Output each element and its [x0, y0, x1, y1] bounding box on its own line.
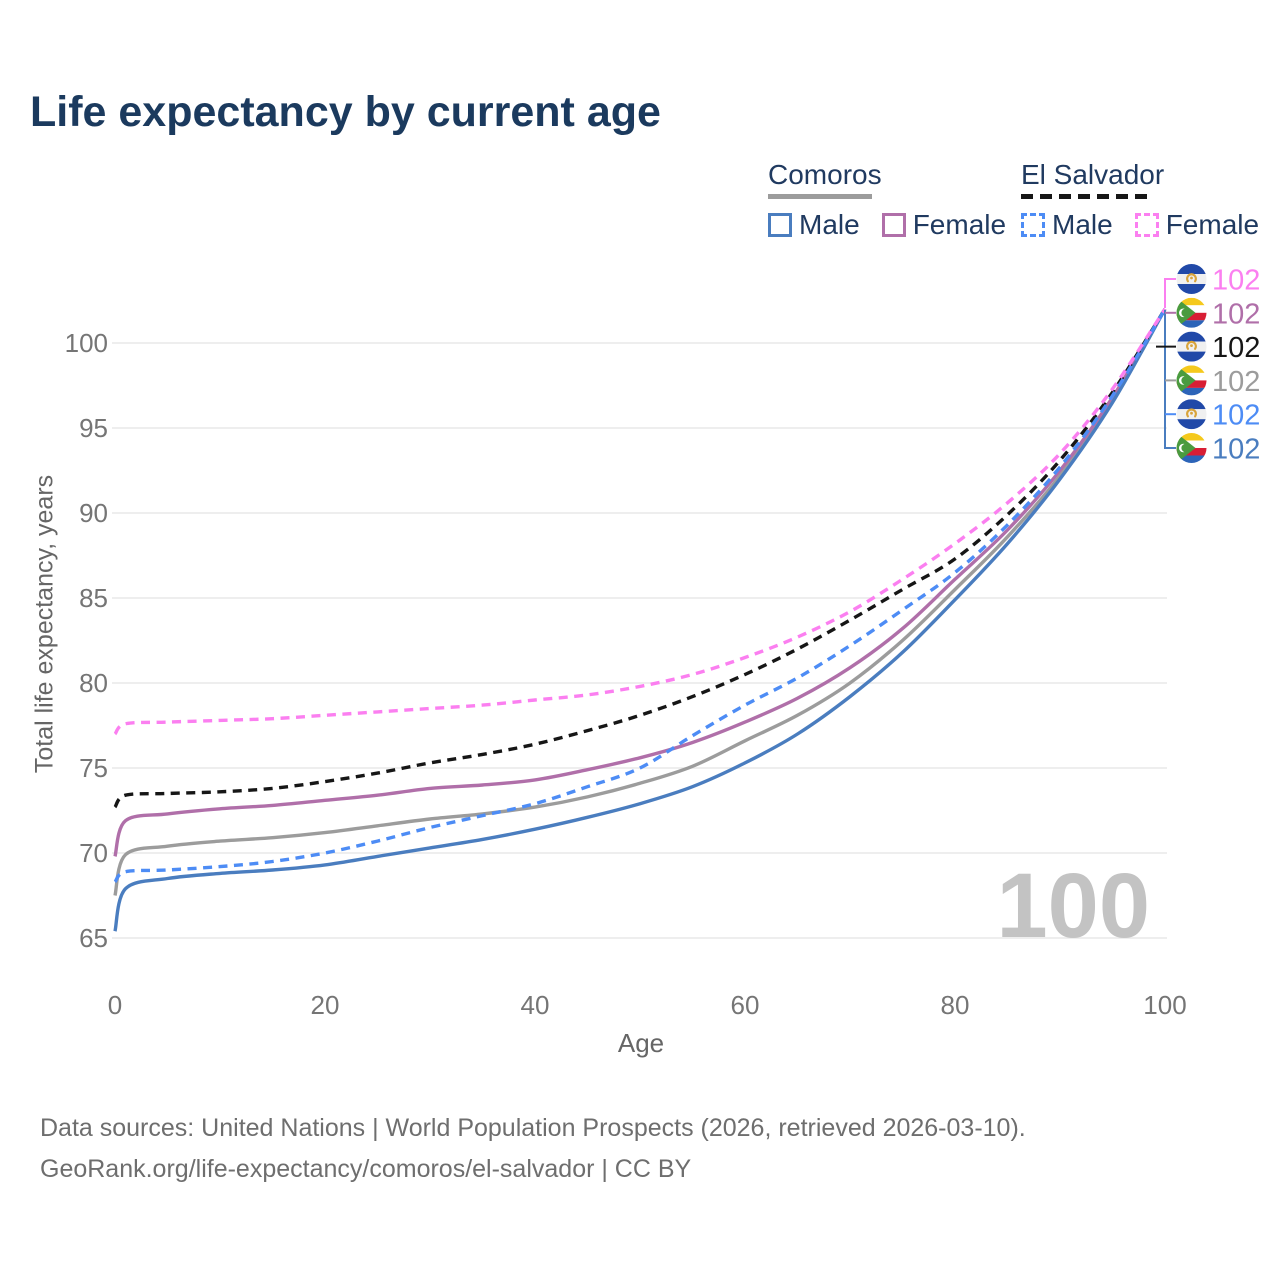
comoros-flag-icon: [1176, 297, 1207, 328]
el-salvador-female-label[interactable]: Female: [1165, 209, 1260, 240]
crescent-inner: [1181, 308, 1190, 318]
stripe-red: [1176, 448, 1207, 456]
legend-comoros-title[interactable]: Comoros: [768, 159, 882, 190]
emblem-wreath: [1186, 273, 1197, 283]
series-line-comoros-male[interactable]: [113, 308, 1167, 932]
el-salvador-male-label[interactable]: Male: [1052, 209, 1113, 240]
comoros-male-label[interactable]: Male: [799, 209, 860, 240]
flag-art: [1176, 365, 1207, 396]
end-value-label-comoros-female: 102: [1212, 298, 1260, 330]
el-salvador-female-swatch[interactable]: [1134, 213, 1159, 237]
comoros-male-swatch[interactable]: [768, 213, 792, 237]
emblem-center: [1190, 411, 1193, 415]
stripe-red: [1176, 312, 1207, 321]
stripe-white: [1176, 440, 1207, 448]
y-tick-95: 95: [79, 413, 108, 443]
flag-art: [1176, 399, 1207, 430]
stripe-white: [1176, 305, 1207, 313]
series-line-el-salvador-male[interactable]: [113, 308, 1167, 884]
stripe-blue: [1176, 387, 1207, 396]
stripe-red: [1176, 380, 1207, 388]
flag-art: [1176, 297, 1207, 328]
label-leader-line: [1164, 278, 1176, 308]
stripe-yellow: [1176, 433, 1207, 441]
emblem-center: [1190, 344, 1193, 347]
legend-group-el-salvador: El Salvador Male Female: [1021, 160, 1280, 241]
flag-art: [1176, 331, 1207, 362]
data-sources-line: Data sources: United Nations | World Pop…: [40, 1114, 1026, 1142]
end-value-label-comoros-male: 102: [1212, 434, 1260, 466]
stripe-white: [1176, 372, 1207, 381]
crescent-inner: [1181, 443, 1190, 453]
series-line-comoros-total[interactable]: [113, 308, 1167, 896]
flag-art: [1176, 433, 1207, 463]
el-salvador-total-line-swatch: [1021, 194, 1147, 199]
comoros-total-line-swatch: [768, 194, 872, 199]
x-tick-20: 20: [311, 990, 340, 1020]
stripe-blue-bottom: [1176, 419, 1207, 430]
x-tick-40: 40: [521, 990, 550, 1020]
el-salvador-flag-icon: [1176, 331, 1207, 362]
stripe-blue: [1176, 455, 1207, 463]
age-counter-watermark: 100: [997, 855, 1151, 957]
chart-title: Life expectancy by current age: [30, 88, 661, 136]
crescent-inner: [1181, 376, 1190, 385]
stripe-blue-bottom: [1176, 284, 1207, 294]
x-tick-80: 80: [941, 990, 970, 1020]
end-value-label-el-salvador-total: 102: [1212, 332, 1260, 364]
el-salvador-flag-icon: [1176, 264, 1207, 294]
y-tick-85: 85: [79, 583, 108, 613]
x-tick-100: 100: [1143, 990, 1186, 1020]
stripe-blue-bottom: [1176, 351, 1207, 362]
emblem-wreath: [1186, 340, 1197, 350]
el-salvador-flag-icon: [1176, 399, 1207, 430]
el-salvador-male-swatch[interactable]: [1021, 213, 1045, 237]
legend-group-comoros: Comoros Male Female: [768, 160, 1028, 241]
end-value-label-el-salvador-female: 102: [1212, 265, 1260, 297]
stripe-blue-top: [1176, 264, 1207, 274]
end-value-label-comoros-total: 102: [1212, 366, 1260, 398]
series-line-comoros-female[interactable]: [113, 308, 1167, 857]
stripe-blue-top: [1176, 399, 1207, 410]
flag-art: [1176, 264, 1207, 294]
label-leader-line: [1164, 310, 1176, 449]
stripe-yellow: [1176, 297, 1207, 306]
legend-el-salvador-title[interactable]: El Salvador: [1021, 159, 1165, 190]
series-line-el-salvador-total[interactable]: [113, 308, 1167, 809]
end-value-label-el-salvador-male: 102: [1212, 400, 1260, 432]
y-tick-65: 65: [79, 923, 108, 953]
y-tick-75: 75: [79, 753, 108, 783]
y-tick-90: 90: [79, 498, 108, 528]
x-tick-60: 60: [731, 990, 760, 1020]
stripe-yellow: [1176, 365, 1207, 373]
series-line-el-salvador-female[interactable]: [113, 308, 1167, 736]
y-tick-100: 100: [65, 328, 108, 358]
comoros-flag-icon: [1176, 365, 1207, 396]
emblem-center: [1190, 276, 1193, 280]
x-tick-0: 0: [108, 990, 122, 1020]
comoros-female-swatch[interactable]: [881, 213, 906, 237]
emblem-wreath: [1186, 408, 1197, 418]
stripe-blue-top: [1176, 331, 1207, 342]
footer: Data sources: United Nations | World Pop…: [40, 1108, 1026, 1190]
attribution-line: GeoRank.org/life-expectancy/comoros/el-s…: [40, 1155, 692, 1183]
comoros-flag-icon: [1176, 433, 1207, 463]
x-axis-title: Age: [617, 1028, 665, 1058]
y-tick-70: 70: [79, 838, 108, 868]
stripe-blue: [1176, 320, 1207, 328]
comoros-female-label[interactable]: Female: [912, 209, 1007, 240]
y-tick-80: 80: [79, 668, 108, 698]
